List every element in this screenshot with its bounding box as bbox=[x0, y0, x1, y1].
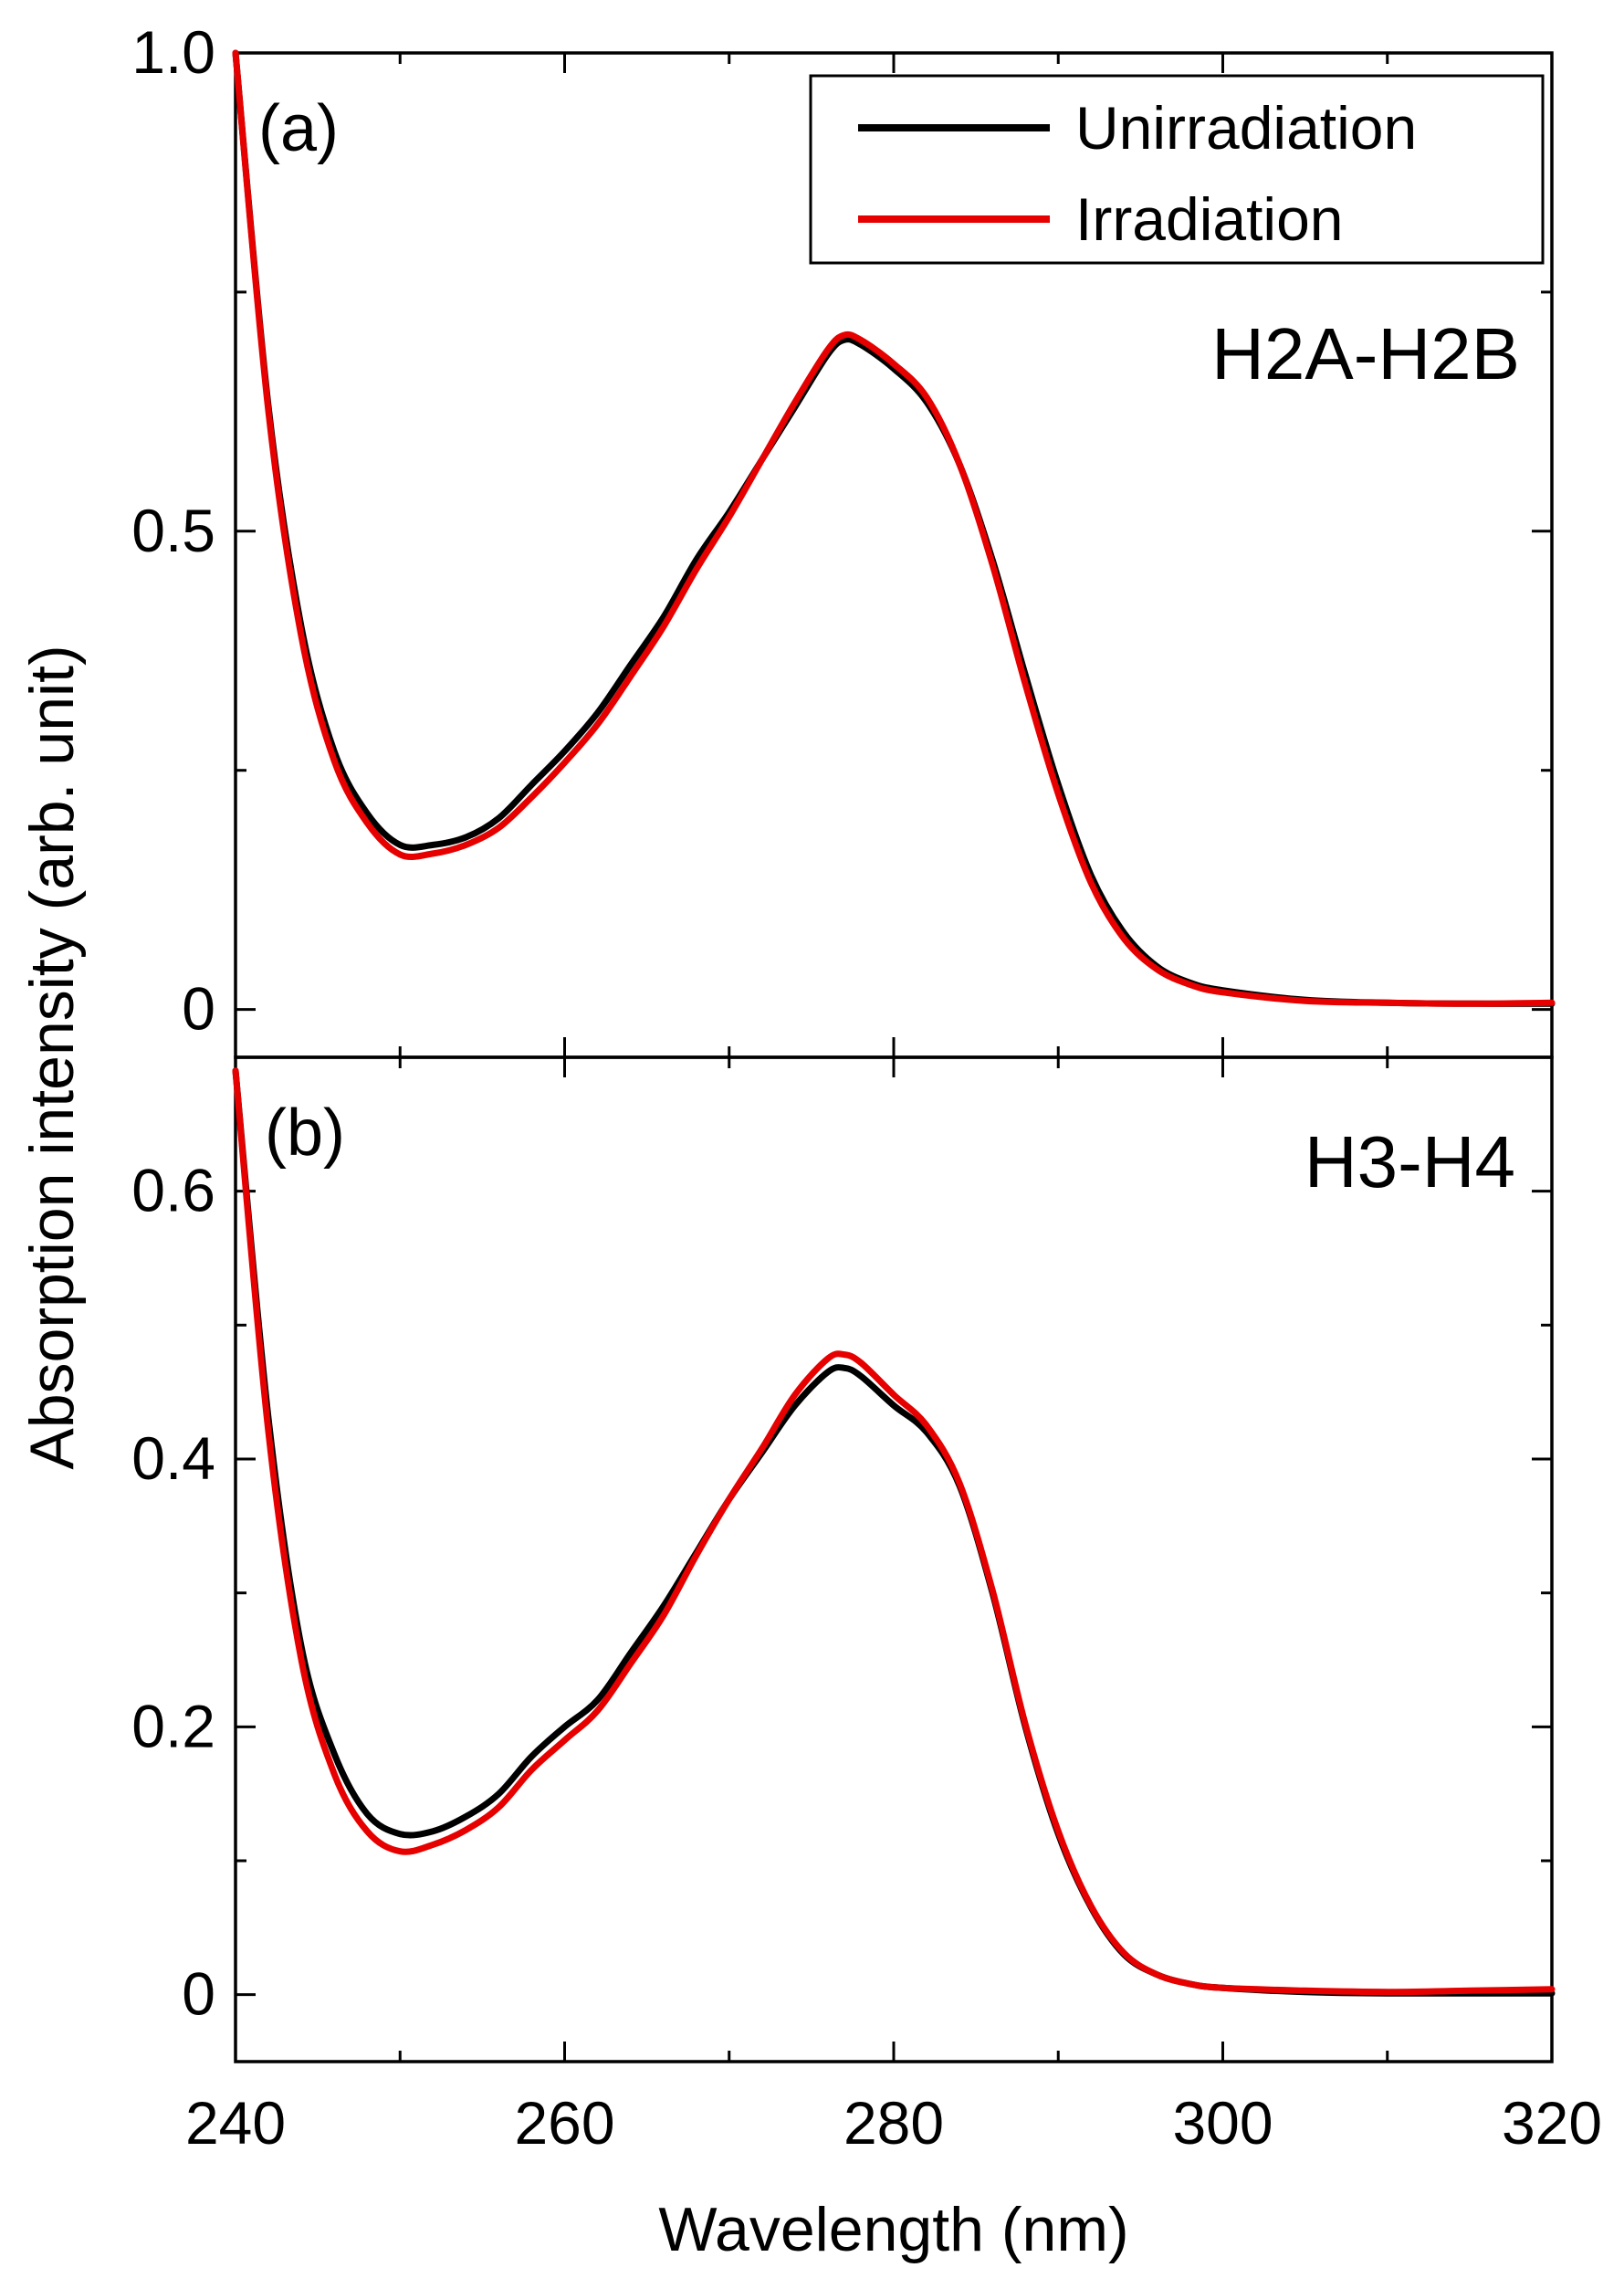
y-axis-title: Absorption intensity (arb. unit) bbox=[17, 645, 87, 1469]
panel-b-xtick-label: 320 bbox=[1502, 2089, 1602, 2157]
x-axis-title: Wavelength (nm) bbox=[658, 2195, 1128, 2264]
panel-b-series bbox=[232, 1067, 1556, 1997]
panel-a-ytick-label: 0.5 bbox=[131, 497, 215, 564]
legend-label-unirradiation: Unirradiation bbox=[1075, 94, 1417, 162]
panel-b: 0 0.2 0.4 0.6 240 260 280 300 320 (b) H3-H4 bbox=[131, 1055, 1602, 2157]
panel-b-series-unirradiation bbox=[232, 1067, 1556, 1997]
panel-a-ytick-label: 0 bbox=[182, 975, 215, 1043]
panel-b-xtick-label: 260 bbox=[514, 2089, 614, 2157]
panel-b-ticks: 0 0.2 0.4 0.6 240 260 280 300 320 bbox=[131, 1057, 1602, 2157]
panel-b-ytick-label: 0.6 bbox=[131, 1157, 215, 1224]
legend: Unirradiation Irradiation bbox=[809, 74, 1545, 265]
panel-a-series bbox=[232, 49, 1556, 1007]
panel-a-ytick-label: 1.0 bbox=[131, 18, 215, 86]
panel-b-series-irradiation bbox=[232, 1067, 1556, 1996]
panel-a-series-irradiation bbox=[232, 49, 1556, 1007]
legend-box bbox=[809, 74, 1545, 265]
legend-label-irradiation: Irradiation bbox=[1075, 185, 1344, 253]
panel-a-ticks: 0 0.5 1.0 bbox=[131, 18, 1554, 1057]
panel-b-ytick-label: 0.2 bbox=[131, 1692, 215, 1759]
panel-b-ytick-label: 0.4 bbox=[131, 1424, 215, 1492]
panel-b-xtick-label: 240 bbox=[185, 2089, 286, 2157]
panel-a: 0 0.5 1.0 (a) H2A-H2B Unirradiation Irradi… bbox=[131, 18, 1556, 1059]
panel-b-sample-label: H3-H4 bbox=[1304, 1121, 1515, 1202]
panel-a-label: (a) bbox=[258, 92, 339, 165]
panel-b-label: (b) bbox=[265, 1097, 345, 1170]
panel-b-plot-frame bbox=[234, 1055, 1554, 2063]
panel-b-ytick-label: 0 bbox=[182, 1960, 215, 2028]
panel-b-xtick-label: 280 bbox=[843, 2089, 944, 2157]
panel-b-xtick-label: 300 bbox=[1172, 2089, 1273, 2157]
panel-a-sample-label: H2A-H2B bbox=[1211, 313, 1520, 394]
